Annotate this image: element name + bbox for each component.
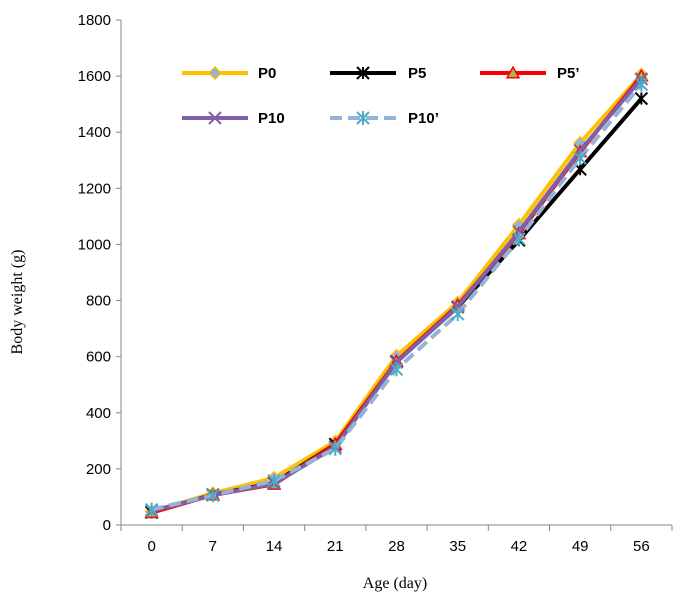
x-tick-label: 56 [633, 538, 650, 555]
legend: P0 P5 P5’ P10 P10’ [182, 65, 580, 127]
data-point [144, 502, 159, 517]
legend-label: P5 [408, 65, 426, 82]
y-tick-label: 1200 [78, 180, 111, 197]
data-point [328, 441, 342, 456]
y-tick-label: 200 [86, 461, 111, 478]
series-p0 [144, 67, 649, 519]
x-tick-label: 14 [266, 538, 283, 555]
legend-label: P0 [258, 65, 276, 82]
data-point [634, 91, 649, 106]
series-line [151, 77, 643, 513]
data-point [512, 231, 526, 246]
y-axis-ticks: 0 200 400 600 800 1000 1200 1400 1600 1800 [78, 12, 121, 534]
data-point [634, 77, 649, 92]
x-tick-label: 0 [147, 538, 155, 555]
y-tick-label: 1000 [78, 236, 111, 253]
legend-entry: P10 [182, 110, 285, 127]
legend-marker [356, 66, 370, 80]
y-tick-label: 600 [86, 349, 111, 366]
x-tick-label: 49 [572, 538, 589, 555]
series-line [151, 73, 643, 514]
data-point [573, 151, 587, 166]
x-axis-title: Age (day) [363, 575, 427, 592]
data-point [206, 488, 220, 503]
y-tick-label: 800 [86, 293, 111, 310]
x-tick-label: 28 [388, 538, 405, 555]
series-p10 [144, 72, 649, 518]
x-tick-label: 35 [449, 538, 466, 555]
data-point [267, 473, 281, 488]
legend-entry: P10’ [330, 110, 439, 127]
axes [120, 20, 672, 526]
legend-marker [208, 111, 222, 125]
y-tick-label: 1800 [78, 12, 111, 29]
series-line [151, 83, 643, 512]
x-axis-ticks: 0 7 14 21 28 35 42 49 56 [120, 525, 673, 555]
legend-entry: P0 [182, 65, 276, 82]
legend-marker [356, 111, 370, 125]
y-tick-label: 1400 [78, 124, 111, 141]
legend-label: P10’ [408, 110, 439, 127]
legend-marker [207, 65, 223, 81]
y-tick-label: 0 [103, 517, 111, 534]
legend-marker [505, 65, 521, 79]
series-line [151, 74, 643, 515]
legend-label: P5’ [557, 65, 580, 82]
series-group [144, 67, 649, 520]
x-tick-label: 7 [209, 538, 217, 555]
x-tick-label: 21 [327, 538, 344, 555]
data-point [451, 307, 465, 322]
y-tick-label: 400 [86, 405, 111, 422]
legend-entry: P5 [330, 65, 426, 82]
series-p5 [144, 68, 649, 519]
legend-label: P10 [258, 110, 285, 127]
series-p10 [144, 77, 649, 517]
y-tick-label: 1600 [78, 68, 111, 85]
data-point [389, 362, 404, 377]
x-tick-label: 42 [511, 538, 528, 555]
legend-entry: P5’ [480, 65, 580, 82]
y-axis-title: Body weight (g) [9, 250, 26, 355]
